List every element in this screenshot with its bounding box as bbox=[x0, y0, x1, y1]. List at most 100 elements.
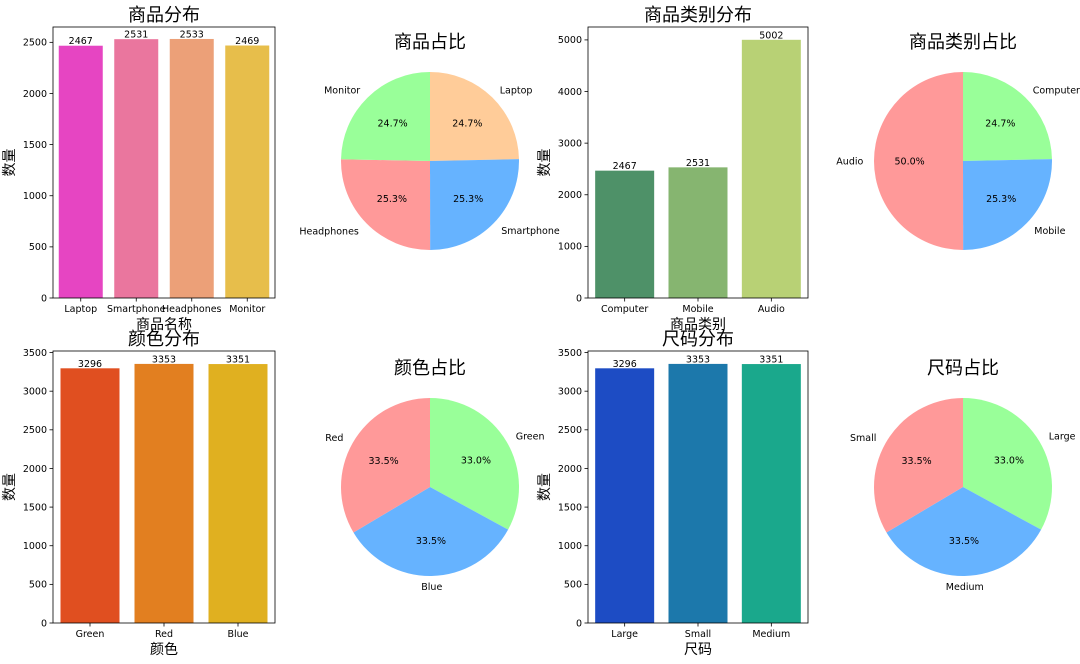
pie-percent-label: 33.5% bbox=[949, 536, 979, 547]
pie-percent-label: 33.5% bbox=[901, 456, 931, 467]
pie-slice-mobile bbox=[963, 159, 1052, 250]
chart-title: 尺码占比 bbox=[927, 358, 999, 379]
pie-slice-monitor bbox=[341, 72, 430, 161]
pie-label: Computer bbox=[1033, 85, 1080, 96]
y-tick-label: 2500 bbox=[23, 425, 47, 436]
y-tick-label: 5000 bbox=[558, 35, 582, 46]
pie-percent-label: 33.0% bbox=[461, 455, 491, 466]
pie-label: Medium bbox=[946, 582, 984, 593]
pie-percent-label: 24.7% bbox=[985, 118, 1015, 129]
x-tick-label: Green bbox=[76, 629, 105, 640]
y-tick-label: 1500 bbox=[558, 502, 582, 513]
pie-percent-label: 33.5% bbox=[416, 536, 446, 547]
data-label: 3351 bbox=[759, 355, 783, 366]
bar-smartphone bbox=[114, 39, 159, 298]
pie-label: Smartphone bbox=[501, 226, 560, 237]
pie-slice-audio bbox=[873, 71, 964, 251]
pie-chart-5: Green 33.0% Blue 33.5% Red 33.5% 颜色占比 bbox=[325, 358, 544, 593]
y-tick-label: 1000 bbox=[23, 191, 47, 202]
y-axis-label: 数量 bbox=[537, 149, 553, 177]
pie-label: Monitor bbox=[324, 85, 360, 96]
y-tick-label: 3500 bbox=[558, 348, 582, 359]
pie-label: Headphones bbox=[299, 226, 359, 237]
chart-title: 颜色占比 bbox=[394, 358, 466, 379]
pie-label: Green bbox=[516, 432, 545, 443]
bar-green bbox=[60, 368, 120, 623]
y-tick-label: 1500 bbox=[23, 502, 47, 513]
pie-slice-red bbox=[340, 398, 430, 533]
data-label: 2467 bbox=[613, 161, 637, 172]
y-axis-label: 数量 bbox=[2, 473, 18, 501]
chart-title: 商品类别占比 bbox=[909, 32, 1017, 53]
bar-chart-4: 3296 Green 3353 Red 3351 Blue 0 500 1000 1500 2000… bbox=[2, 329, 276, 658]
pie-label: Laptop bbox=[500, 85, 533, 96]
pie-slice-smartphone bbox=[430, 159, 519, 250]
axes-frame bbox=[52, 350, 276, 624]
x-axis-label: 尺码 bbox=[684, 642, 712, 658]
y-tick-label: 2000 bbox=[23, 89, 47, 100]
data-label: 3353 bbox=[686, 354, 710, 365]
pie-slice-medium bbox=[886, 487, 1042, 576]
y-tick-label: 3000 bbox=[23, 386, 47, 397]
chart-title: 商品类别分布 bbox=[644, 5, 752, 26]
y-tick-label: 2500 bbox=[558, 425, 582, 436]
bar-monitor bbox=[225, 45, 270, 298]
data-label: 3353 bbox=[152, 354, 176, 365]
chart-title: 颜色分布 bbox=[128, 329, 200, 350]
y-tick-label: 0 bbox=[41, 618, 47, 629]
y-tick-label: 500 bbox=[29, 242, 47, 253]
pie-percent-label: 33.5% bbox=[368, 456, 398, 467]
y-tick-label: 2500 bbox=[23, 38, 47, 49]
y-tick-label: 3000 bbox=[558, 138, 582, 149]
bar-chart-6: 3296 Large 3353 Small 3351 Medium 0 500 1000 1500… bbox=[537, 329, 809, 658]
bar-red bbox=[134, 363, 194, 623]
data-label: 2531 bbox=[124, 30, 148, 41]
data-label: 2467 bbox=[69, 36, 93, 47]
x-tick-label: Small bbox=[685, 629, 711, 640]
x-tick-label: Blue bbox=[227, 629, 248, 640]
y-axis-label: 数量 bbox=[537, 473, 553, 501]
bar-computer bbox=[595, 170, 655, 298]
bar-small bbox=[668, 363, 728, 623]
x-tick-label: Audio bbox=[758, 304, 785, 315]
y-tick-label: 1000 bbox=[23, 541, 47, 552]
y-tick-label: 2000 bbox=[558, 190, 582, 201]
pie-label: Blue bbox=[421, 582, 442, 593]
y-tick-label: 0 bbox=[576, 618, 582, 629]
y-tick-label: 0 bbox=[41, 293, 47, 304]
pie-slice-green bbox=[430, 398, 519, 530]
x-tick-label: Laptop bbox=[64, 304, 97, 315]
pie-percent-label: 25.3% bbox=[377, 194, 407, 205]
y-tick-label: 2000 bbox=[23, 464, 47, 475]
y-tick-label: 1000 bbox=[558, 242, 582, 253]
y-tick-label: 0 bbox=[576, 293, 582, 304]
chart-title: 商品占比 bbox=[394, 32, 466, 53]
data-label: 5002 bbox=[759, 30, 783, 41]
data-label: 3296 bbox=[613, 359, 637, 370]
y-tick-label: 500 bbox=[29, 580, 47, 591]
y-tick-label: 500 bbox=[564, 580, 582, 591]
pie-label: Red bbox=[325, 433, 343, 444]
y-tick-label: 1500 bbox=[23, 140, 47, 151]
axes-frame bbox=[587, 26, 809, 299]
pie-slice-headphones bbox=[341, 159, 431, 250]
x-axis-label: 商品类别 bbox=[670, 317, 726, 333]
y-tick-label: 1000 bbox=[558, 541, 582, 552]
pie-slice-large bbox=[963, 398, 1052, 530]
bar-laptop bbox=[58, 45, 103, 298]
y-tick-label: 3500 bbox=[23, 348, 47, 359]
x-tick-label: Smartphone bbox=[107, 304, 166, 315]
pie-percent-label: 25.3% bbox=[453, 194, 483, 205]
x-axis-label: 颜色 bbox=[150, 641, 178, 658]
x-tick-label: Monitor bbox=[229, 304, 265, 315]
bar-mobile bbox=[668, 167, 728, 298]
pie-percent-label: 33.0% bbox=[994, 455, 1024, 466]
bar-headphones bbox=[169, 38, 214, 298]
x-tick-label: Computer bbox=[601, 304, 648, 315]
bar-chart-2: 2467 Computer 2531 Mobile 5002 Audio 0 1000 2000… bbox=[537, 5, 809, 333]
pie-slice-laptop bbox=[430, 72, 519, 161]
data-label: 3351 bbox=[226, 355, 250, 366]
pie-slice-computer bbox=[963, 72, 1052, 161]
y-axis-label: 数量 bbox=[2, 149, 18, 177]
